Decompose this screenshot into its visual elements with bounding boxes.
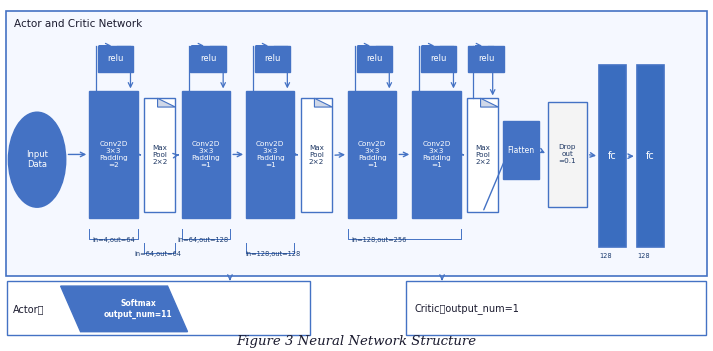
Bar — [6, 11, 707, 276]
Bar — [246, 91, 294, 218]
Bar — [301, 98, 332, 212]
Bar — [348, 91, 396, 218]
Polygon shape — [158, 98, 175, 107]
Text: Conv2D
3×3
Padding
=1: Conv2D 3×3 Padding =1 — [422, 141, 451, 168]
Polygon shape — [481, 98, 498, 107]
Bar — [548, 102, 587, 207]
Bar — [637, 65, 664, 247]
Polygon shape — [61, 286, 188, 332]
Text: 128: 128 — [637, 253, 650, 259]
Bar — [190, 46, 226, 72]
Bar — [144, 98, 175, 212]
Bar — [599, 65, 626, 247]
Bar — [98, 46, 133, 72]
Text: 128: 128 — [599, 253, 612, 259]
Bar — [7, 281, 310, 335]
Bar — [421, 46, 456, 72]
Bar — [182, 91, 230, 218]
Text: relu: relu — [366, 54, 382, 63]
Bar — [89, 91, 138, 218]
Text: Critic：output_num=1: Critic：output_num=1 — [415, 303, 520, 314]
Text: Drop
out
=0.1: Drop out =0.1 — [558, 145, 576, 164]
Text: Conv2D
3×3
Padding
=1: Conv2D 3×3 Padding =1 — [192, 141, 220, 168]
Text: Conv2D
3×3
Padding
=2: Conv2D 3×3 Padding =2 — [99, 141, 128, 168]
Bar — [412, 91, 461, 218]
Text: Max
Pool
2×2: Max Pool 2×2 — [475, 145, 491, 165]
Text: in=64,out=128: in=64,out=128 — [177, 237, 228, 244]
Bar — [406, 281, 706, 335]
Bar — [356, 46, 392, 72]
Text: in=128,out=256: in=128,out=256 — [352, 237, 407, 244]
Text: Conv2D
3×3
Padding
=1: Conv2D 3×3 Padding =1 — [256, 141, 284, 168]
Text: Conv2D
3×3
Padding
=1: Conv2D 3×3 Padding =1 — [358, 141, 386, 168]
Text: Flatten: Flatten — [508, 146, 535, 154]
Bar — [255, 46, 290, 72]
Bar — [503, 121, 539, 179]
Text: Actor：: Actor： — [13, 304, 44, 314]
Text: relu: relu — [431, 54, 446, 63]
Text: Softmax
output_num=11: Softmax output_num=11 — [104, 299, 173, 319]
Text: Max
Pool
2×2: Max Pool 2×2 — [152, 145, 168, 165]
Text: Max
Pool
2×2: Max Pool 2×2 — [309, 145, 324, 165]
Text: in=4,out=64: in=4,out=64 — [92, 237, 135, 244]
Text: relu: relu — [108, 54, 123, 63]
Text: Figure 3 Neural Network Structure: Figure 3 Neural Network Structure — [237, 335, 476, 348]
Text: relu: relu — [200, 54, 216, 63]
Ellipse shape — [9, 112, 66, 207]
Text: in=64,out=64: in=64,out=64 — [135, 251, 182, 258]
Text: in=128,out=128: in=128,out=128 — [245, 251, 301, 258]
Polygon shape — [314, 98, 332, 107]
Bar — [468, 46, 504, 72]
Bar — [467, 98, 498, 212]
Text: Actor and Critic Network: Actor and Critic Network — [14, 19, 143, 29]
Text: fc: fc — [646, 151, 655, 161]
Text: relu: relu — [478, 54, 494, 63]
Text: relu: relu — [265, 54, 280, 63]
Text: Input
Data: Input Data — [26, 150, 48, 170]
Text: fc: fc — [608, 151, 617, 161]
